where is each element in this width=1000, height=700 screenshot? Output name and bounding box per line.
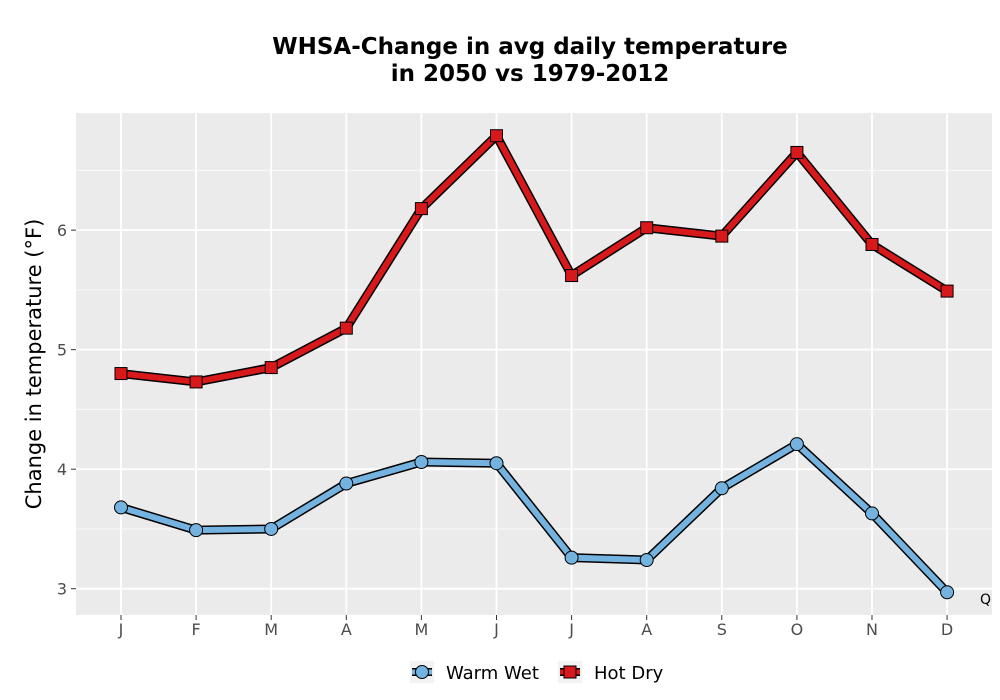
data-point <box>639 553 654 568</box>
legend-key-marker <box>563 665 577 679</box>
x-tick-label: A <box>341 620 352 639</box>
data-point <box>789 437 804 452</box>
legend: Warm Wet Hot Dry <box>410 661 664 684</box>
legend-key-marker <box>415 665 429 679</box>
data-point <box>339 476 354 491</box>
data-point <box>414 455 429 470</box>
data-point <box>565 269 579 283</box>
data-point <box>264 361 278 375</box>
data-point <box>865 506 879 521</box>
data-point <box>715 229 729 243</box>
data-point <box>114 500 128 515</box>
data-point <box>414 202 428 216</box>
grid-lines <box>76 113 992 615</box>
x-tick-label: O <box>791 620 804 639</box>
legend-item-1: Hot Dry <box>558 661 664 684</box>
y-tick-label: 6 <box>57 221 67 240</box>
data-point <box>490 129 503 143</box>
data-point <box>189 523 204 538</box>
x-tick-label: J <box>118 620 124 639</box>
y-tick-labels: 3 4 5 6 <box>57 221 76 599</box>
y-tick-label: 5 <box>57 341 67 360</box>
data-point <box>264 521 279 536</box>
legend-item-0: Warm Wet <box>410 661 539 684</box>
data-point <box>489 456 504 471</box>
data-point <box>114 367 128 381</box>
data-point <box>189 375 203 389</box>
legend-label: Hot Dry <box>594 663 664 684</box>
x-tick-label: S <box>717 620 727 639</box>
chart-title-line-2: in 2050 vs 1979-2012 <box>391 61 670 87</box>
series-lines <box>114 129 955 600</box>
data-point <box>940 585 955 600</box>
data-point <box>714 481 729 496</box>
x-tick-label: N <box>866 620 878 639</box>
x-tick-label: F <box>191 620 200 639</box>
y-tick-label: 3 <box>57 580 67 599</box>
x-tick-label: J <box>493 620 499 639</box>
data-point <box>640 221 654 235</box>
legend-label: Warm Wet <box>446 663 539 684</box>
data-point <box>564 550 579 565</box>
data-point <box>865 237 879 251</box>
x-tick-label: M <box>264 620 278 639</box>
series-line <box>118 441 951 596</box>
x-tick-label: J <box>568 620 574 639</box>
series-1 <box>114 129 954 389</box>
plot-panel <box>76 113 992 615</box>
x-tick-label: D <box>941 620 953 639</box>
data-point <box>940 284 954 298</box>
corner-annotation: Q <box>980 592 991 608</box>
chart-title-line-1: WHSA-Change in avg daily temperature <box>272 34 788 60</box>
x-tick-label: M <box>414 620 428 639</box>
data-point <box>790 145 804 159</box>
y-axis-title: Change in temperature (°F) <box>22 219 46 510</box>
x-tick-label: A <box>641 620 652 639</box>
data-point <box>339 321 353 335</box>
series-0 <box>114 437 955 600</box>
y-tick-label: 4 <box>57 460 67 479</box>
series-line <box>118 132 951 385</box>
